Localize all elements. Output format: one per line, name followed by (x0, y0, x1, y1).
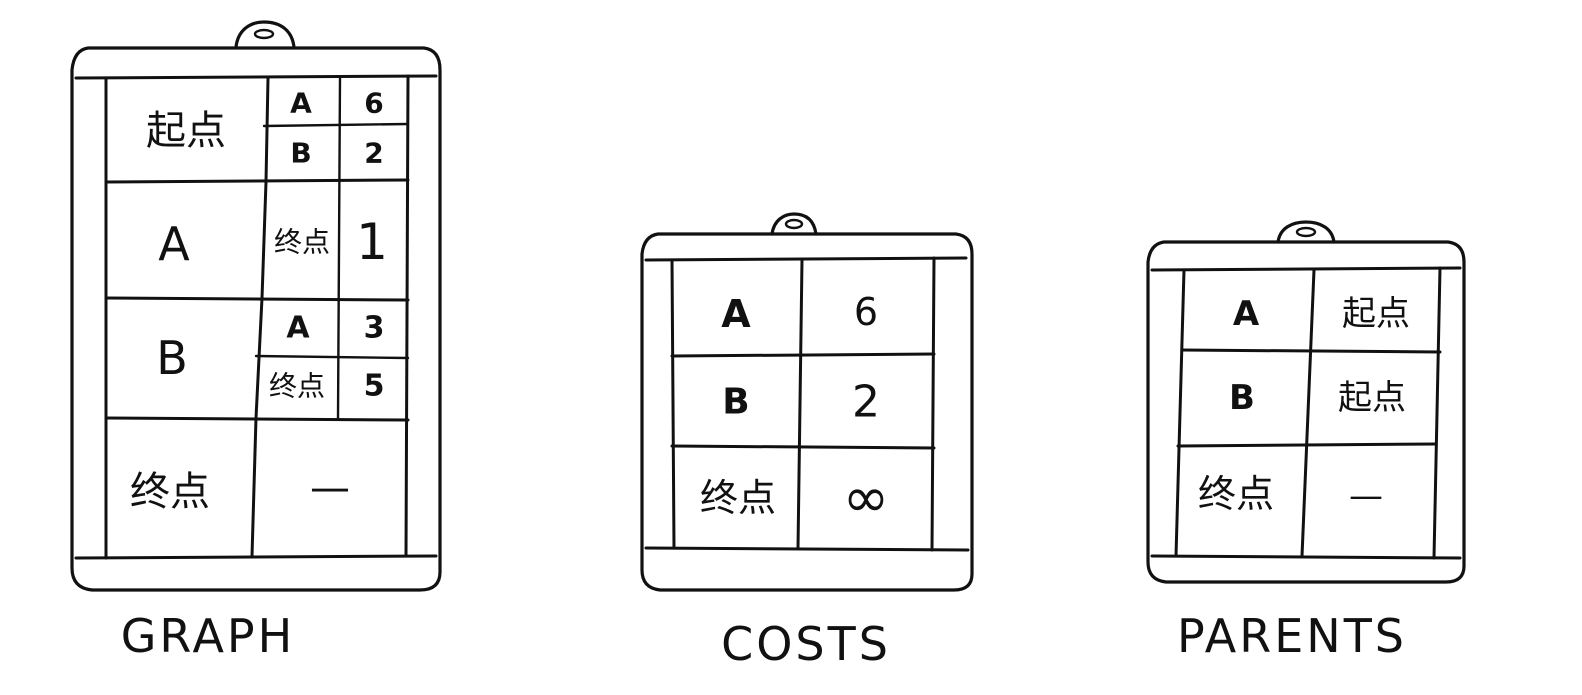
graph-hanger (234, 20, 296, 49)
graph-node-b: B (156, 331, 188, 385)
graph-edge-start-a-weight: 6 (364, 87, 383, 120)
graph-node-end: 终点 (130, 469, 210, 515)
costs-frame (640, 232, 974, 592)
graph-edge-a-end-to: 终点 (274, 226, 330, 259)
costs-node-a: A (721, 292, 751, 336)
parents-value-end: — (1349, 476, 1383, 516)
graph-edge-start-b-weight: 2 (364, 137, 383, 170)
parents-node-a: A (1233, 294, 1260, 334)
graph-node-start: 起点 (146, 108, 226, 154)
graph-edge-start-b-to: B (290, 137, 311, 170)
parents-hanger (1276, 220, 1336, 244)
parents-table: A 起点 B 起点 终点 — PARENTS (1146, 220, 1466, 663)
graph-edge-b-a-to: A (286, 311, 310, 346)
graph-edge-start-a-to: A (290, 87, 312, 120)
costs-hanger-hole (784, 218, 804, 230)
graph-table: 起点 A 6 B 2 A 终点 1 B A 3 终点 5 终点 — GRAPH (70, 20, 442, 663)
graph-edge-b-a-weight: 3 (364, 311, 385, 346)
parents-node-b: B (1229, 378, 1255, 418)
costs-value-end: ∞ (843, 466, 890, 531)
graph-node-end-empty: — (310, 465, 350, 511)
parents-caption: PARENTS (1177, 609, 1407, 663)
graph-edge-a-end-weight: 1 (356, 213, 388, 271)
graph-frame (70, 46, 442, 592)
costs-caption: COSTS (721, 617, 891, 671)
costs-value-b: 2 (852, 377, 880, 428)
parents-value-b: 起点 (1338, 378, 1406, 418)
costs-hanger (770, 212, 818, 236)
costs-node-end: 终点 (700, 476, 776, 520)
graph-hanger-hole (253, 28, 275, 40)
costs-value-a: 6 (854, 290, 878, 334)
parents-node-end: 终点 (1198, 472, 1274, 516)
graph-edge-b-end-weight: 5 (364, 369, 385, 404)
parents-frame (1146, 240, 1466, 584)
costs-table: A 6 B 2 终点 ∞ COSTS (640, 212, 974, 671)
parents-value-a: 起点 (1342, 294, 1410, 334)
graph-edge-b-end-to: 终点 (269, 370, 325, 403)
parents-hanger-hole (1295, 226, 1317, 238)
graph-caption: GRAPH (121, 609, 296, 663)
graph-node-a: A (158, 217, 190, 271)
costs-node-b: B (722, 382, 749, 423)
